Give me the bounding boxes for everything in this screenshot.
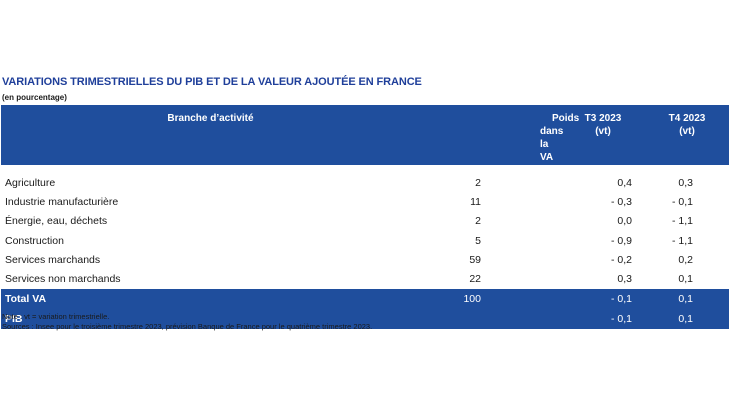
cell-branche: Énergie, eau, déchets [5, 215, 108, 228]
header-t3-line1: T3 2023 [584, 113, 622, 124]
cell-branche: Construction [5, 234, 64, 247]
cell-t3: - 0,1 [561, 288, 645, 309]
cell-t3: 0,3 [617, 273, 632, 286]
header-t4-line2: (vt) [679, 126, 695, 137]
cell-t4: 0,1 [645, 288, 729, 309]
cell-poids: 2 [475, 215, 481, 228]
cell-t3: - 0,2 [610, 253, 632, 266]
cell-t4: - 1,1 [671, 234, 693, 247]
header-poids-line1: Poids [552, 113, 580, 124]
table-header-row: Branche d’activité Poids dans la VA T3 2… [1, 105, 729, 165]
total-va-row: Total VA 100- 0,1 0,1 [1, 288, 729, 309]
cell-t3: - 0,3 [610, 195, 632, 208]
cell-branche: Total VA [1, 288, 421, 309]
cell-poids: 2 [475, 176, 481, 189]
unit-subtitle: (en pourcentage) [2, 93, 67, 102]
cell-t4: 0,3 [678, 176, 693, 189]
cell-t3: 0,0 [617, 215, 632, 228]
table-row: Construction 5 - 0,9 - 1,1 [1, 231, 729, 250]
cell-branche: Services non marchands [5, 273, 121, 286]
cell-branche: Industrie manufacturière [5, 195, 119, 208]
cell-poids: 5 [475, 234, 481, 247]
header-t4: T4 2023 (vt) [645, 105, 729, 165]
header-t4-line1: T4 2023 [668, 113, 706, 124]
cell-t4: - 0,1 [671, 195, 693, 208]
cell-branche: PIB [1, 308, 421, 329]
cell-t3: - 0,1 [561, 308, 645, 329]
pib-row: PIB - 0,1 0,1 [1, 308, 729, 329]
footnotes: Note : vt = variation trimestrielle. Sou… [2, 312, 372, 331]
cell-poids: 100 [421, 288, 561, 309]
table-row: Services non marchands 22 0,3 0,1 [1, 269, 729, 288]
header-poids-line2: dans la VA [540, 126, 564, 163]
header-branche-label: Branche d’activité [167, 113, 254, 124]
cell-branche: Agriculture [5, 176, 56, 189]
cell-poids [421, 308, 561, 329]
cell-t4: 0,2 [678, 253, 693, 266]
cell-t4: 0,1 [678, 273, 693, 286]
header-poids: Poids dans la VA [421, 105, 580, 165]
table-row: Industrie manufacturière 11 - 0,3 - 0,1 [1, 192, 729, 211]
cell-t3: - 0,9 [610, 234, 632, 247]
cell-poids: 11 [470, 195, 481, 208]
header-t3: T3 2023 (vt) [561, 105, 645, 165]
cell-poids: 59 [469, 253, 481, 266]
page-title: VARIATIONS TRIMESTRIELLES DU PIB ET DE L… [2, 76, 422, 88]
header-t3-line2: (vt) [595, 126, 611, 137]
cell-t4: 0,1 [645, 308, 729, 329]
header-branche: Branche d’activité [1, 105, 421, 165]
cell-t4: - 1,1 [671, 215, 693, 228]
table-row: Agriculture 2 0,4 0,3 [1, 173, 729, 192]
data-table: Branche d’activité Poids dans la VA T3 2… [1, 105, 729, 329]
cell-t3: 0,4 [617, 176, 632, 189]
cell-branche: Services marchands [5, 253, 101, 266]
note-text: Note : vt = variation trimestrielle. [2, 312, 110, 321]
table-row: Services marchands 59 - 0,2 0,2 [1, 250, 729, 269]
cell-poids: 22 [469, 273, 481, 286]
table-row: Énergie, eau, déchets 2 0,0 - 1,1 [1, 212, 729, 231]
sources-text: Sources : Insee pour le troisième trimes… [2, 321, 373, 331]
